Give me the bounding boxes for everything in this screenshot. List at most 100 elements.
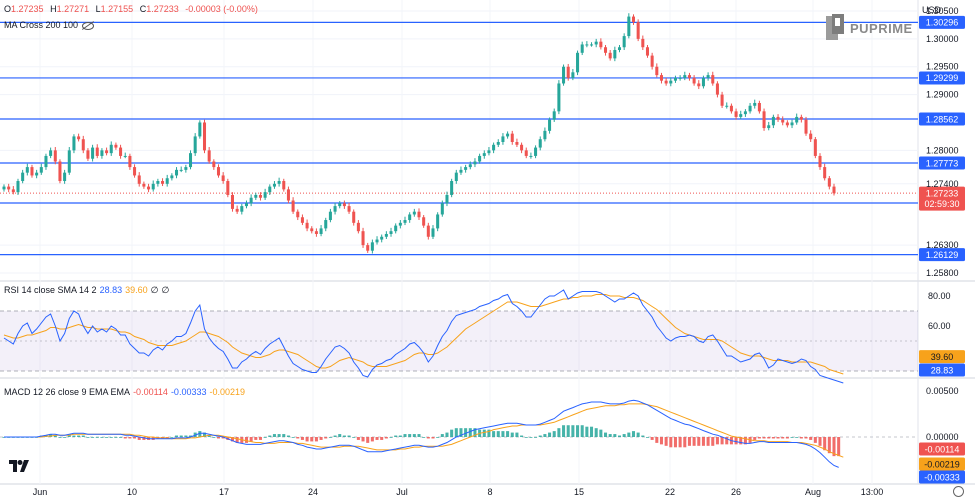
candle-body — [473, 161, 477, 165]
macd-histogram-bar — [715, 437, 719, 445]
candle-body — [422, 217, 426, 226]
rsi-tick-label: 80.00 — [928, 291, 951, 301]
candle-body — [734, 111, 738, 117]
settings-gear-icon[interactable] — [953, 486, 964, 497]
candle-body — [795, 116, 799, 123]
macd-histogram-bar — [333, 435, 337, 437]
macd-signal-label: -0.00219 — [924, 459, 960, 469]
candle-body — [506, 133, 510, 137]
candle-body — [300, 217, 304, 223]
macd-histogram-bar — [324, 437, 328, 439]
candle-body — [739, 114, 743, 117]
ma-cross-legend[interactable]: MA Cross 200 100 — [4, 19, 95, 31]
macd-histogram-bar — [91, 437, 95, 438]
macd-histogram-bar — [813, 437, 817, 443]
candle-body — [216, 167, 221, 176]
candle-body — [119, 147, 123, 156]
eye-hidden-icon[interactable] — [82, 21, 95, 30]
macd-histogram-bar — [230, 437, 234, 442]
candle-body — [333, 206, 337, 212]
candle-body — [35, 172, 39, 176]
macd-histogram-bar — [520, 435, 524, 437]
macd-histogram-bar — [799, 437, 803, 439]
candle-body — [580, 44, 584, 53]
macd-histogram-bar — [67, 435, 71, 437]
macd-histogram-bar — [408, 434, 412, 437]
candle-body — [77, 136, 81, 140]
macd-histogram-bar — [258, 437, 262, 440]
candle-body — [296, 211, 300, 218]
candle-body — [53, 150, 57, 162]
macd-histogram-bar — [319, 437, 323, 440]
level-price-label: 1.29299 — [926, 73, 959, 83]
time-tick-label: 26 — [731, 487, 741, 497]
macd-histogram-bar — [109, 437, 113, 438]
macd-signal-tag — [919, 457, 965, 471]
macd-histogram-bar — [543, 434, 547, 437]
candle-body — [11, 189, 15, 193]
candle-body — [44, 155, 48, 168]
macd-value-label: -0.00333 — [924, 472, 960, 482]
candle-body — [72, 136, 76, 151]
macd-histogram-bar — [170, 437, 174, 438]
macd-histogram-bar — [105, 437, 109, 438]
candle-body — [450, 181, 454, 195]
candle-body — [389, 231, 393, 234]
time-tick-label: Jun — [33, 487, 48, 497]
macd-histogram-bar — [529, 437, 533, 438]
candle-body — [757, 102, 761, 112]
candle-body — [645, 47, 649, 56]
candle-body — [687, 75, 691, 78]
macd-histogram-bar — [440, 434, 444, 437]
puprime-logo: PUPRIME — [826, 14, 916, 42]
time-tick-label: 8 — [487, 487, 492, 497]
candle-body — [109, 144, 113, 154]
macd-legend[interactable]: MACD 12 26 close 9 EMA EMA -0.00114 -0.003… — [4, 387, 245, 397]
macd-histogram-bar — [361, 437, 365, 442]
candle-body — [91, 147, 95, 159]
macd-histogram-bar — [743, 437, 747, 445]
macd-histogram-bar — [189, 435, 193, 437]
macd-histogram-bar — [678, 437, 682, 448]
candle-body — [748, 105, 752, 112]
candle-body — [179, 169, 183, 171]
candle-body — [2, 186, 6, 190]
macd-histogram-bar — [212, 437, 216, 438]
macd-histogram-bar — [720, 437, 724, 445]
candle-body — [557, 83, 561, 112]
time-tick-label: Jul — [396, 487, 408, 497]
macd-histogram-bar — [627, 432, 631, 437]
macd-histogram-bar — [496, 431, 500, 437]
macd-histogram-bar — [417, 434, 421, 437]
macd-histogram-bar — [426, 437, 430, 439]
macd-histogram-bar — [286, 435, 290, 437]
macd-histogram-bar — [818, 437, 822, 446]
macd-histogram-bar — [655, 437, 659, 443]
candle-body — [319, 228, 323, 234]
level-price-label: 1.30296 — [926, 18, 959, 28]
macd-histogram-bar — [305, 437, 309, 442]
macd-histogram-bar — [314, 437, 318, 442]
candle-body — [366, 245, 370, 251]
tradingview-logo-icon[interactable] — [9, 460, 29, 472]
macd-histogram-bar — [384, 437, 388, 439]
candle-body — [133, 167, 137, 176]
macd-histogram-bar — [263, 437, 267, 438]
macd-tick-label: 0.00500 — [926, 386, 959, 396]
rsi-legend[interactable]: RSI 14 close SMA 14 2 28.83 39.60 ∅ ∅ — [4, 285, 170, 295]
candle-body — [147, 186, 151, 190]
macd-histogram-bar — [631, 431, 636, 437]
macd-histogram-bar — [739, 437, 743, 445]
candle-body — [482, 153, 486, 156]
macd-histogram-bar — [562, 425, 566, 437]
puprime-logo-icon — [826, 14, 844, 40]
candle-body — [827, 178, 831, 187]
candle-body — [286, 189, 290, 201]
currency-label[interactable]: USD — [921, 5, 941, 15]
level-price-label: 1.27773 — [926, 158, 959, 168]
level-price-tag — [919, 156, 965, 170]
candle-body — [417, 211, 421, 218]
candle-body — [706, 75, 710, 78]
candle-body — [352, 211, 356, 223]
